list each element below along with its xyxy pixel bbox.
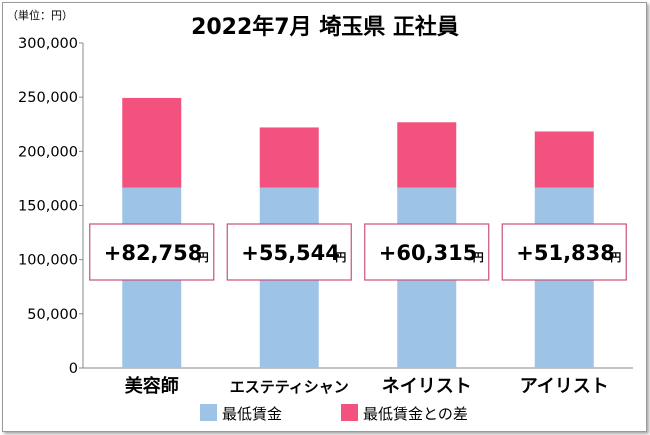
bar-difference [397, 122, 457, 188]
y-tick-label: 50,000 [27, 307, 78, 323]
legend-swatch-difference [341, 404, 358, 421]
y-tick-label: 150,000 [18, 199, 78, 215]
unit-label: （単位：円） [7, 8, 73, 22]
category-label: ネイリスト [382, 376, 472, 397]
legend-label: 最低賃金 [222, 405, 282, 423]
y-tick-label: 250,000 [18, 90, 78, 106]
y-tick-label: 0 [69, 361, 78, 377]
difference-label: +51,838 [516, 241, 615, 265]
difference-label: +82,758 [104, 241, 203, 265]
bar-difference [259, 127, 319, 188]
bar-difference [534, 131, 594, 188]
difference-label-box [226, 223, 352, 281]
legend-label: 最低賃金との差 [363, 405, 468, 423]
plot-area: 0 50,000 100,000 150,000 200,000 250,000 300,0… [18, 36, 633, 397]
category-label: アイリスト [520, 376, 609, 397]
category-label: 美容師 [125, 375, 179, 397]
difference-unit: 円 [335, 251, 346, 264]
difference-label-box [364, 223, 490, 281]
chart-title: 2022年7月 埼玉県 正社員 [191, 14, 459, 40]
difference-label-box [89, 223, 215, 281]
difference-label: +60,315 [379, 241, 478, 265]
legend-swatch-minimum-wage [200, 404, 217, 421]
difference-unit: 円 [473, 251, 484, 264]
y-tick-label: 100,000 [18, 253, 78, 269]
difference-unit: 円 [610, 251, 621, 264]
legend: 最低賃金 最低賃金との差 [200, 404, 468, 423]
category-label: エステティシャン [230, 378, 349, 396]
chart-canvas: （単位：円） 2022年7月 埼玉県 正社員 0 50,000 100,000 150… [7, 8, 633, 423]
y-tick-label: 300,000 [18, 36, 78, 52]
bar-difference [122, 97, 182, 188]
difference-label-box [501, 223, 627, 281]
y-tick-label: 200,000 [18, 144, 78, 160]
difference-label: +55,544 [241, 241, 340, 265]
difference-unit: 円 [198, 251, 209, 264]
